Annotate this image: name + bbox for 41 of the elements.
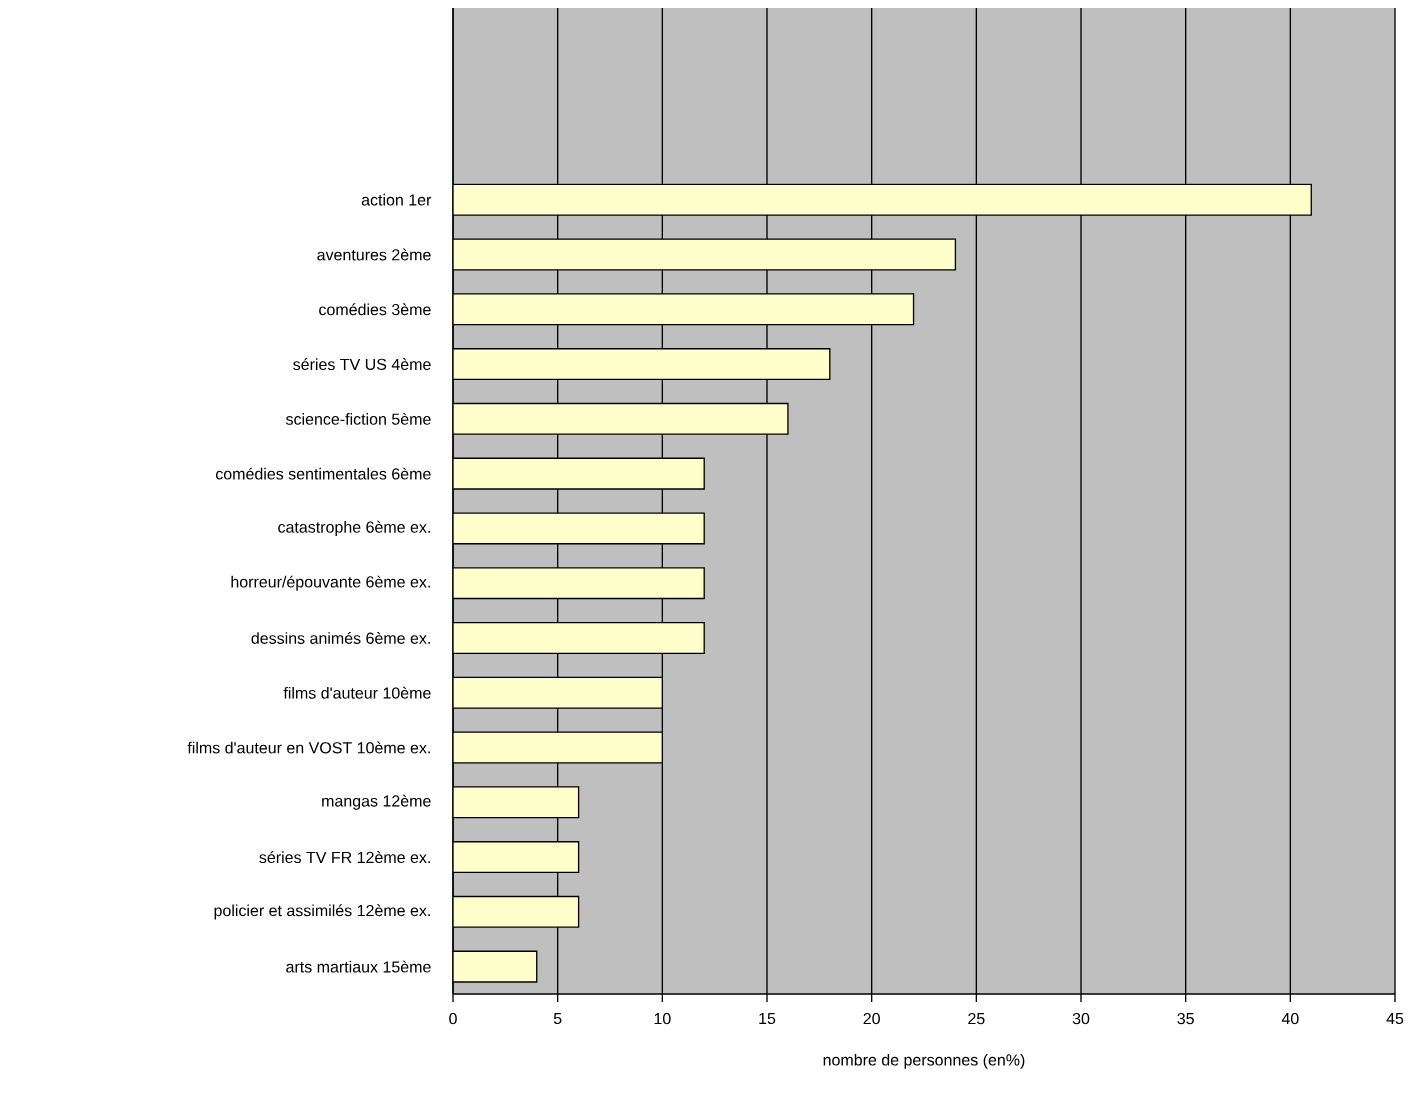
x-tick-label: 40: [1281, 1012, 1299, 1025]
bar: [453, 457, 705, 490]
y-tick-label: science-fiction 5ème: [286, 412, 431, 425]
bar: [453, 402, 789, 435]
x-tick-label: 25: [968, 1012, 985, 1025]
x-tick-label: 5: [553, 1012, 562, 1025]
x-tick-label: 30: [1072, 1012, 1090, 1025]
y-tick-label: catastrophe 6ème ex.: [278, 520, 430, 536]
y-tick-label: films d'auteur en VOST 10ème ex.: [187, 741, 430, 754]
bar: [453, 676, 664, 709]
bar: [453, 512, 705, 545]
bar: [453, 895, 580, 928]
x-axis-title: nombre de personnes (en%): [823, 1053, 1025, 1069]
y-tick-label: aventures 2ème: [317, 248, 431, 261]
x-tick-label: 20: [863, 1012, 880, 1025]
y-tick-label: séries TV FR 12ème ex.: [259, 851, 430, 864]
bar: [453, 621, 705, 654]
y-tick-label: séries TV US 4ème: [293, 358, 431, 371]
y-tick-label: comédies sentimentales 6ème: [215, 467, 431, 480]
bar: [453, 238, 957, 271]
y-tick-label: policier et assimilés 12ème ex.: [214, 904, 430, 920]
x-tick-label: 15: [759, 1012, 776, 1025]
y-tick-label: comédies 3ème: [319, 303, 431, 316]
bar: [453, 950, 538, 983]
y-tick-label: films d'auteur 10ème: [283, 686, 431, 699]
y-tick-label: horreur/épouvante 6ème ex.: [231, 575, 430, 591]
y-tick-label: arts martiaux 15ème: [286, 960, 431, 973]
x-tick-label: 0: [449, 1012, 457, 1025]
bar: [453, 786, 580, 819]
bar: [453, 183, 1312, 216]
bar: [453, 731, 664, 764]
y-tick-label: mangas 12ème: [322, 794, 431, 810]
y-tick-label: action 1er: [361, 193, 432, 206]
bar: [453, 567, 705, 600]
bar: [453, 348, 831, 381]
x-tick-label: 10: [654, 1012, 671, 1025]
bar: [453, 841, 580, 874]
y-tick-label: dessins animés 6ème ex.: [251, 631, 430, 644]
x-tick-label: 45: [1386, 1012, 1404, 1025]
x-tick-label: 35: [1177, 1012, 1194, 1025]
bar: [453, 293, 915, 326]
